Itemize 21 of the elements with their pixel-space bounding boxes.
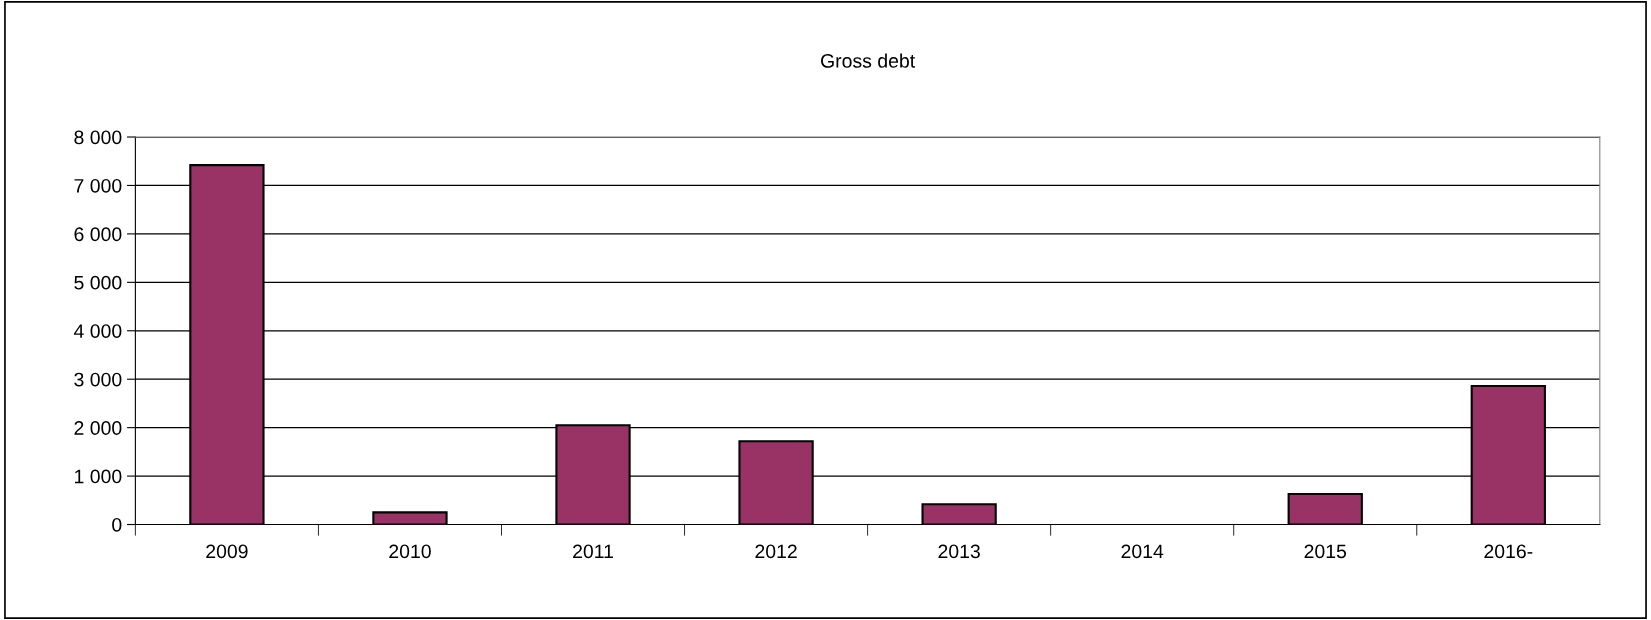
x-tick-label: 2011 <box>573 544 613 559</box>
y-tick-label: 5 000 <box>74 275 122 290</box>
y-tick-label: 3 000 <box>74 372 122 387</box>
chart-title: Gross debt <box>821 53 916 68</box>
y-tick-label: 2 000 <box>74 421 122 435</box>
x-tick-label: 2010 <box>389 544 431 559</box>
y-tick-label: 4 000 <box>73 324 122 339</box>
y-tick-label: 8 000 <box>74 130 122 145</box>
x-tick-label: 2015 <box>1304 544 1347 559</box>
y-tick-label: 0 <box>112 517 122 532</box>
x-tick-label: 2013 <box>938 544 980 559</box>
bar <box>1287 492 1363 525</box>
bar <box>372 511 448 525</box>
y-tick-label: 7 000 <box>74 178 122 193</box>
bar <box>921 503 997 525</box>
y-tick-label: 6 000 <box>74 227 122 242</box>
y-tick-label: 1 000 <box>75 469 122 484</box>
x-tick-label: 2012 <box>755 544 797 559</box>
x-tick-label: 2009 <box>206 544 248 559</box>
x-tick-label: 2016- <box>1484 544 1533 559</box>
x-tick-label: 2014 <box>1121 544 1164 559</box>
